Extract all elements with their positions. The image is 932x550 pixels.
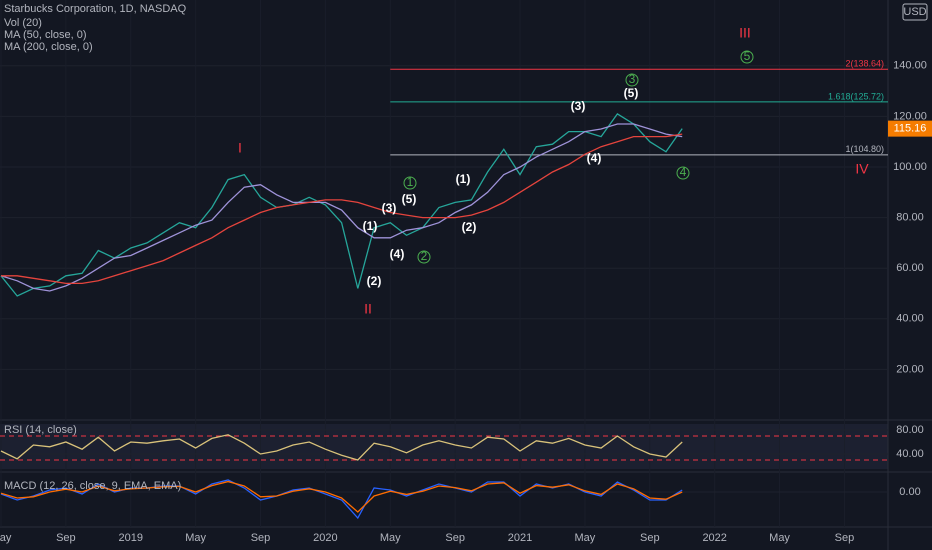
- x-tick-label: 2019: [119, 532, 143, 544]
- wave-label: 1: [407, 175, 414, 189]
- indicator-label: Vol (20): [4, 17, 42, 29]
- wave-label: I: [238, 140, 242, 156]
- y-tick-label: 0.00: [899, 486, 920, 498]
- series-line: [0, 123, 683, 292]
- x-tick-label: Sep: [56, 532, 76, 544]
- wave-label: 5: [744, 49, 751, 63]
- currency-box[interactable]: [902, 3, 928, 21]
- wave-label: (3): [382, 201, 397, 215]
- last-price-tag: [888, 120, 932, 137]
- series-line: [0, 480, 683, 513]
- wave-circles: [403, 50, 754, 264]
- wave-label: 4: [680, 165, 687, 179]
- rsi-band-bg: [0, 424, 888, 469]
- fib-label: 2(138.64): [845, 59, 884, 69]
- indicator-label: MA (50, close, 0): [4, 29, 87, 41]
- x-tick-label: Sep: [835, 532, 855, 544]
- marks: [0, 65, 888, 520]
- wave-label: (5): [624, 86, 639, 100]
- y-tick-label: 100.00: [893, 161, 927, 173]
- x-tick-label: May: [769, 532, 790, 544]
- wave-label: (1): [363, 219, 378, 233]
- fib-label: 1(104.80): [845, 144, 884, 154]
- wave-label: (1): [456, 172, 471, 186]
- x-tick-label: May: [575, 532, 596, 544]
- x-tick-label: Sep: [251, 532, 271, 544]
- y-tick-label: 60.00: [896, 262, 924, 274]
- series-line: [0, 434, 683, 461]
- x-tick-label: Sep: [640, 532, 660, 544]
- x-tick-label: Sep: [445, 532, 465, 544]
- x-tick-label: 2022: [702, 532, 726, 544]
- fib-label: 1.618(125.72): [828, 91, 884, 101]
- chart-title: Starbucks Corporation, 1D, NASDAQ: [4, 3, 187, 15]
- indicator-label: MA (200, close, 0): [4, 41, 93, 53]
- x-tick-label: May: [185, 532, 206, 544]
- wave-label: (4): [390, 247, 405, 261]
- wave-label: III: [739, 25, 751, 41]
- x-tick-label: 2021: [508, 532, 532, 544]
- wave-label: 2: [421, 249, 428, 263]
- y-tick-label: 80.00: [896, 424, 924, 436]
- last-price-label: 115.16: [894, 123, 927, 135]
- wave-label: (5): [402, 192, 417, 206]
- wave-label: (2): [462, 220, 477, 234]
- y-tick-label: 80.00: [896, 211, 924, 223]
- x-tick-label: May: [0, 532, 12, 544]
- wave-label: II: [364, 301, 372, 317]
- y-tick-label: 140.00: [893, 60, 927, 72]
- currency[interactable]: USD: [903, 6, 926, 18]
- x-tick-label: May: [380, 532, 401, 544]
- wave-label: (2): [367, 274, 382, 288]
- wave-label: (4): [587, 151, 602, 165]
- series-line: [0, 479, 683, 520]
- wave-label: IV: [855, 161, 869, 177]
- series-line: [1, 133, 683, 285]
- x-tick-label: 2020: [313, 532, 337, 544]
- wave-label: (3): [571, 99, 586, 113]
- y-tick-label: 20.00: [896, 363, 924, 375]
- indicator-label: MACD (12, 26, close, 9, EMA, EMA): [4, 480, 181, 492]
- indicator-label: RSI (14, close): [4, 424, 77, 436]
- y-tick-label: 120.00: [893, 110, 927, 122]
- y-tick-label: 40.00: [896, 448, 924, 460]
- wave-label: 3: [629, 72, 636, 86]
- y-tick-label: 40.00: [896, 313, 924, 325]
